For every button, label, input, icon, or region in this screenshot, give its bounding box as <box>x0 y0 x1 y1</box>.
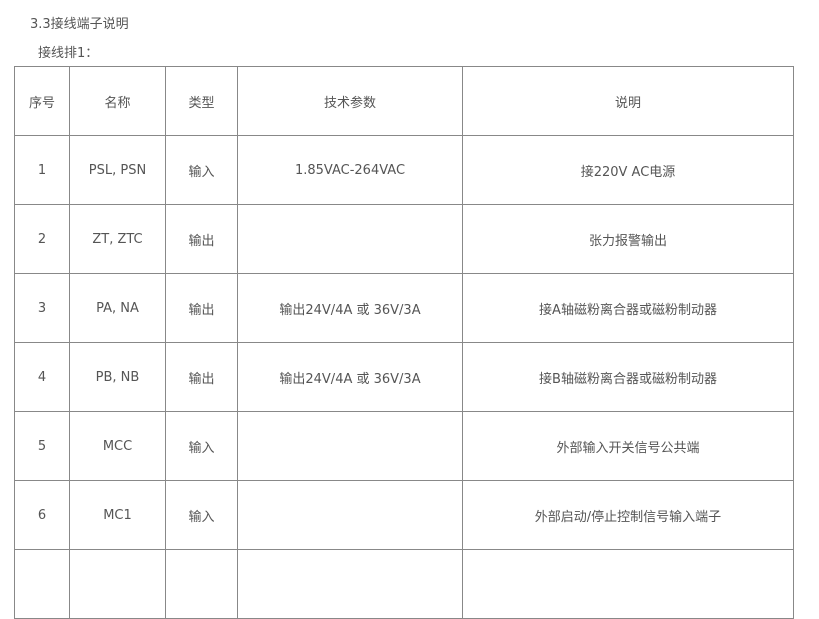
table-cell: 输出24V/4A 或 36V/3A <box>237 273 463 343</box>
table-cell: MC1 <box>69 480 166 550</box>
table-cell: ZT, ZTC <box>69 204 166 274</box>
section-title: 3.3接线端子说明 <box>30 17 129 32</box>
column-header: 技术参数 <box>237 66 463 136</box>
table-cell: PA, NA <box>69 273 166 343</box>
table-cell: 接220V AC电源 <box>462 135 794 205</box>
table-row: 2 ZT, ZTC 输出 张力报警输出 <box>14 204 794 274</box>
table-cell: 6 <box>14 480 70 550</box>
table-cell: 1 <box>14 135 70 205</box>
table-row: 3 PA, NA 输出 输出24V/4A 或 36V/3A 接A轴磁粉离合器或磁粉制动器 <box>14 273 794 343</box>
table-cell: 输入 <box>165 135 238 205</box>
table-cell <box>14 549 70 619</box>
table-cell: MCC <box>69 411 166 481</box>
table-cell: 接A轴磁粉离合器或磁粉制动器 <box>462 273 794 343</box>
table-cell: 外部输入开关信号公共端 <box>462 411 794 481</box>
table-cell: 3 <box>14 273 70 343</box>
subtitle: 接线排1： <box>38 46 99 61</box>
table-cell: PSL, PSN <box>69 135 166 205</box>
table-cell <box>69 549 166 619</box>
table-row: 6 MC1 输入 外部启动/停止控制信号输入端子 <box>14 480 794 550</box>
table-cell <box>237 204 463 274</box>
table-row: 4 PB, NB 输出 输出24V/4A 或 36V/3A 接B轴磁粉离合器或磁粉制动器 <box>14 342 794 412</box>
table-cell: 输出24V/4A 或 36V/3A <box>237 342 463 412</box>
table-header: 序号 名称 类型 技术参数 说明 <box>14 66 794 136</box>
table-cell: 外部启动/停止控制信号输入端子 <box>462 480 794 550</box>
column-header: 序号 <box>14 66 70 136</box>
table-cell: 4 <box>14 342 70 412</box>
table-cell: 1.85VAC-264VAC <box>237 135 463 205</box>
table-cell: 5 <box>14 411 70 481</box>
table-cell: 2 <box>14 204 70 274</box>
table-row <box>14 549 794 619</box>
column-header: 说明 <box>462 66 794 136</box>
table-cell: 张力报警输出 <box>462 204 794 274</box>
table-cell <box>237 549 463 619</box>
table-cell: 输入 <box>165 411 238 481</box>
table-cell <box>165 549 238 619</box>
table-cell: 输出 <box>165 342 238 412</box>
table-cell: 输入 <box>165 480 238 550</box>
table-cell: PB, NB <box>69 342 166 412</box>
table-cell: 输出 <box>165 204 238 274</box>
table-cell: 输出 <box>165 273 238 343</box>
column-header: 类型 <box>165 66 238 136</box>
table-cell <box>237 411 463 481</box>
table-row: 1 PSL, PSN 输入 1.85VAC-264VAC 接220V AC电源 <box>14 135 794 205</box>
terminal-table: 序号 名称 类型 技术参数 说明 1 PSL, PSN 输入 1.85VAC-264VAC 接2… <box>14 66 794 619</box>
column-header: 名称 <box>69 66 166 136</box>
table-cell <box>237 480 463 550</box>
table-cell <box>462 549 794 619</box>
table-row: 5 MCC 输入 外部输入开关信号公共端 <box>14 411 794 481</box>
table-cell: 接B轴磁粉离合器或磁粉制动器 <box>462 342 794 412</box>
